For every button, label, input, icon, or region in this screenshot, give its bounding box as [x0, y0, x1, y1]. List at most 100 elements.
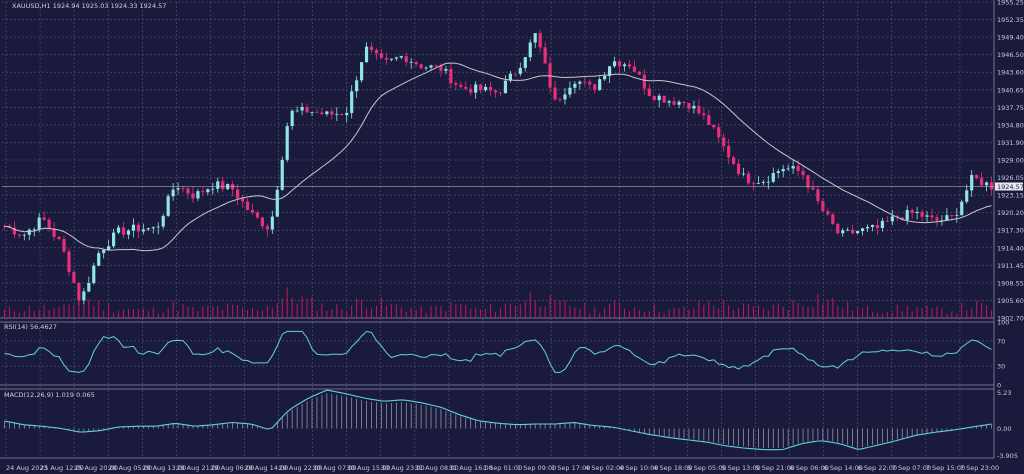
candle-body: [682, 101, 686, 104]
candle-body: [612, 61, 617, 67]
macd-panel: 5.23 0.00 -3.905: [4, 389, 1018, 460]
candle-body: [112, 232, 116, 247]
candle-body: [265, 226, 269, 230]
candle-body: [617, 61, 622, 67]
candle-body: [181, 188, 185, 190]
candle-body: [583, 81, 587, 83]
volume-bars: [3, 287, 993, 318]
ma-line: [4, 62, 992, 252]
candle-body: [781, 168, 785, 172]
candle-body: [687, 103, 691, 109]
candle-body: [518, 67, 522, 74]
candle-body: [474, 84, 478, 93]
candle-body: [608, 66, 612, 76]
candle-body: [766, 181, 770, 183]
time-tick-label: 28 Aug 13:00: [142, 464, 186, 472]
candle-body: [374, 50, 379, 54]
price-tick-label: 1952.35: [997, 16, 1024, 24]
price-tick-label: 1920.20: [997, 209, 1024, 217]
candle-body: [697, 105, 701, 114]
candle-body: [221, 181, 225, 190]
candle-body: [102, 250, 106, 254]
candle-body: [369, 46, 374, 51]
candle-body: [240, 198, 245, 202]
candle-body: [310, 111, 314, 113]
candle-body: [702, 113, 706, 116]
candle-body: [126, 230, 131, 235]
candle-body: [647, 88, 651, 97]
price-tick-label: 1926.05: [997, 174, 1024, 182]
candle-body: [846, 229, 850, 231]
candle-body: [831, 214, 835, 224]
price-tick-label: 1931.90: [997, 139, 1024, 147]
candle-body: [121, 227, 126, 235]
candle-body: [915, 211, 919, 213]
candle-body: [707, 115, 711, 125]
candle-body: [260, 217, 264, 227]
candle-body: [275, 189, 279, 217]
candle-body: [434, 65, 438, 67]
candle-body: [280, 159, 284, 190]
candle-body: [479, 84, 483, 91]
macd-tick-label: 0.00: [997, 425, 1011, 433]
time-tick-label: 5 Sep 13:00: [721, 464, 760, 472]
candle-body: [806, 175, 810, 188]
candle-body: [414, 61, 418, 65]
candle-body: [603, 75, 607, 80]
price-tick-label: 1911.45: [997, 262, 1024, 270]
time-tick-label: 29 Aug 14:00: [244, 464, 288, 472]
candle-body: [925, 215, 929, 217]
candle-body: [821, 201, 825, 212]
time-tick-label: 28 Aug 21:00: [176, 464, 220, 472]
candle-body: [325, 111, 329, 115]
candle-body: [498, 92, 503, 94]
time-tick-label: 25 Aug 20:00: [74, 464, 118, 472]
candle-body: [67, 251, 71, 272]
candle-body: [399, 56, 403, 58]
macd-tick-label: -3.905: [997, 452, 1018, 460]
candle-body: [811, 187, 815, 190]
candle-body: [439, 65, 443, 71]
price-tick-label: 1946.50: [997, 51, 1024, 59]
grid: [0, 0, 995, 459]
time-tick-label: 29 Aug 22:00: [279, 464, 323, 472]
candle-body: [315, 111, 319, 113]
candle-body: [52, 228, 56, 237]
candle-body: [513, 73, 517, 75]
time-tick-label: 1 Sep 01:00: [483, 464, 522, 472]
candle-body: [459, 84, 463, 87]
candle-body: [345, 112, 349, 116]
candle-body: [727, 146, 731, 158]
candle-body: [538, 33, 542, 48]
candle-body: [746, 173, 751, 184]
rsi-label: RSI(14) 56.4627: [4, 323, 57, 331]
price-tick-label: 1934.80: [997, 121, 1024, 129]
candle-body: [816, 189, 820, 202]
candle-body: [960, 201, 964, 216]
candle-body: [667, 101, 671, 103]
time-tick-label: 29 Aug 06:00: [210, 464, 254, 472]
candle-body: [290, 110, 294, 127]
moving-average: [4, 62, 992, 252]
candle-body: [77, 282, 81, 301]
time-tick-label: 6 Sep 06:00: [790, 464, 829, 472]
candle-body: [741, 173, 746, 175]
candle-body: [394, 57, 398, 59]
candle-body: [870, 225, 875, 227]
time-tick-label: 6 Sep 14:00: [824, 464, 863, 472]
candle-body: [300, 106, 304, 111]
candle-body: [950, 215, 954, 216]
time-tick-label: 30 Aug 07:00: [313, 464, 357, 472]
candle-body: [989, 182, 994, 190]
candle-body: [622, 64, 627, 67]
candle-body: [776, 171, 780, 173]
price-tick-label: 1937.75: [997, 104, 1024, 112]
candle-body: [543, 47, 547, 64]
price-tick-label: 1923.15: [997, 192, 1024, 200]
candle-body: [841, 230, 845, 234]
candle-body: [935, 217, 939, 221]
candle-body: [255, 212, 260, 218]
candle-body: [330, 111, 334, 115]
time-tick-label: 30 Aug 23:00: [381, 464, 425, 472]
time-tick-label: 25 Aug 12:00: [40, 464, 84, 472]
